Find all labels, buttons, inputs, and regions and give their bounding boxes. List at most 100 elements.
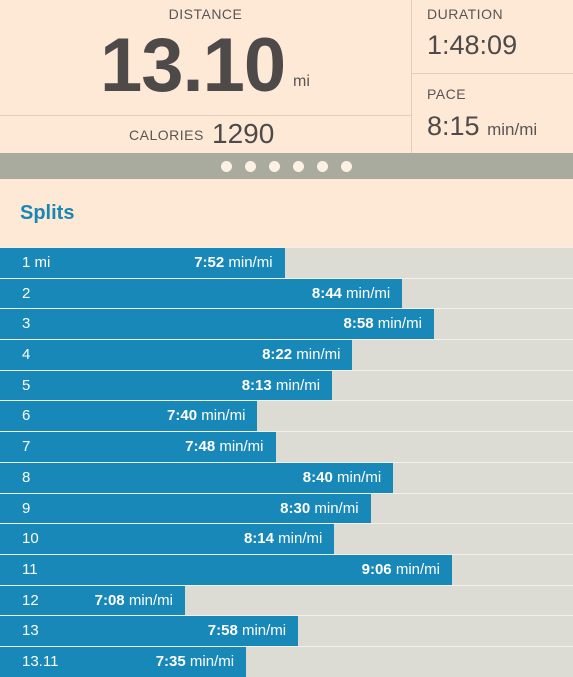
split-row: 1 mi 7:52 min/mi	[0, 247, 573, 278]
split-pace-value: 8:58	[343, 315, 374, 333]
split-pace-unit: min/mi	[292, 346, 341, 364]
split-pace: 8:22 min/mi	[262, 340, 340, 369]
split-pace-value: 7:35	[155, 652, 186, 670]
divider	[0, 115, 411, 116]
split-pace-unit: min/mi	[237, 622, 287, 640]
distance-value: 13.10	[100, 23, 286, 108]
split-pace-value: 8:44	[311, 284, 342, 302]
split-pace-unit: min/mi	[391, 560, 440, 578]
split-bar	[0, 524, 335, 554]
divider	[412, 73, 573, 74]
split-row: 7 7:48 min/mi	[0, 431, 573, 462]
split-bar	[0, 585, 185, 616]
split-pace: 9:06 min/mi	[362, 555, 440, 584]
split-pace: 8:30 min/mi	[280, 494, 358, 523]
split-bar	[0, 554, 452, 585]
split-row: 3 8:58 min/mi	[0, 308, 573, 340]
split-pace-value: 8:40	[302, 468, 333, 486]
split-pace: 8:58 min/mi	[344, 309, 422, 338]
distance-label: DISTANCE	[168, 6, 243, 22]
split-label: 5	[22, 376, 31, 394]
pace-value-container: 8:15 min/mi	[427, 111, 537, 142]
split-label: 3	[22, 315, 31, 333]
split-pace-value: 7:48	[185, 438, 216, 456]
split-bar	[0, 646, 247, 677]
divider	[411, 0, 412, 153]
calories-value: 1290	[212, 118, 275, 149]
split-pace: 7:08 min/mi	[95, 586, 173, 615]
split-row: 2 8:44 min/mi	[0, 277, 573, 309]
split-label: 4	[22, 346, 31, 364]
split-pace-unit: min/mi	[373, 315, 422, 333]
split-bar	[0, 340, 353, 370]
duration-value: 1:48:09	[427, 30, 518, 60]
calories-label: CALORIES	[129, 127, 204, 143]
split-label: 8	[22, 468, 31, 486]
split-bar	[0, 432, 276, 462]
split-pace: 8:14 min/mi	[244, 524, 322, 553]
split-row: 5 8:13 min/mi	[0, 369, 573, 401]
split-label: 2	[22, 284, 31, 302]
split-pace: 8:40 min/mi	[303, 463, 381, 492]
split-row: 9 8:30 min/mi	[0, 492, 573, 524]
split-label: 1 mi	[22, 254, 51, 271]
split-pace: 7:48 min/mi	[185, 432, 263, 461]
split-row: 13.11 7:35 min/mi	[0, 645, 573, 677]
splits-title: Splits	[20, 202, 75, 224]
split-bar	[0, 248, 285, 278]
splits-header: Splits	[0, 179, 573, 247]
split-label: 12	[22, 591, 39, 609]
split-pace-value: 9:06	[361, 560, 392, 578]
split-pace: 7:52 min/mi	[194, 248, 272, 277]
page-dot[interactable]	[269, 160, 280, 172]
split-label: 11	[22, 560, 38, 578]
split-bar	[0, 462, 394, 493]
split-pace-value: 8:22	[262, 346, 293, 364]
page-dot[interactable]	[317, 160, 328, 172]
split-row: 4 8:22 min/mi	[0, 339, 573, 370]
page-dot[interactable]	[221, 160, 232, 172]
split-row: 8 8:40 min/mi	[0, 461, 573, 493]
split-row: 13 7:58 min/mi	[0, 615, 573, 646]
page-dot[interactable]	[245, 160, 256, 172]
split-row: 6 7:40 min/mi	[0, 400, 573, 432]
page-dot[interactable]	[341, 160, 352, 172]
split-pace-unit: min/mi	[215, 438, 264, 456]
split-pace: 8:44 min/mi	[312, 279, 390, 308]
split-pace-value: 7:58	[207, 622, 238, 640]
split-bar	[0, 616, 299, 646]
split-pace: 7:40 min/mi	[167, 401, 245, 430]
split-pace-value: 7:52	[194, 254, 225, 271]
split-pace-value: 8:30	[280, 499, 311, 517]
split-pace-value: 7:40	[167, 407, 198, 425]
split-label: 13	[22, 622, 39, 640]
page-indicator[interactable]	[0, 153, 573, 179]
split-pace-unit: min/mi	[332, 468, 382, 486]
split-pace-unit: min/mi	[271, 376, 321, 394]
distance-unit: mi	[293, 73, 310, 90]
split-pace-unit: min/mi	[341, 284, 391, 302]
split-label: 10	[22, 530, 39, 548]
split-label: 13.11	[22, 652, 59, 670]
split-pace-unit: min/mi	[124, 591, 173, 609]
split-pace: 7:35 min/mi	[156, 647, 234, 676]
pace-value: 8:15	[427, 111, 480, 141]
page-dot[interactable]	[293, 160, 304, 172]
split-pace: 7:58 min/mi	[208, 616, 286, 645]
split-row: 11 9:06 min/mi	[0, 553, 573, 585]
pace-unit: min/mi	[487, 120, 538, 139]
split-pace-unit: min/mi	[224, 254, 273, 271]
split-label: 7	[22, 438, 31, 456]
split-row: 10 8:14 min/mi	[0, 523, 573, 554]
split-row: 12 7:08 min/mi	[0, 584, 573, 616]
splits-list: 1 mi 7:52 min/mi 2 8:44 min/mi 3 8:58 min/mi 4…	[0, 247, 573, 677]
split-label: 9	[22, 499, 31, 517]
run-summary-panel: DISTANCE 13.10 mi CALORIES 1290 DURATION…	[0, 0, 573, 153]
split-bar	[0, 309, 434, 340]
split-pace-value: 8:14	[243, 530, 274, 548]
duration-label: DURATION	[427, 6, 504, 22]
split-pace-unit: min/mi	[310, 499, 359, 517]
split-bar	[0, 370, 333, 401]
split-pace-value: 7:08	[94, 591, 125, 609]
split-bar	[0, 278, 403, 309]
